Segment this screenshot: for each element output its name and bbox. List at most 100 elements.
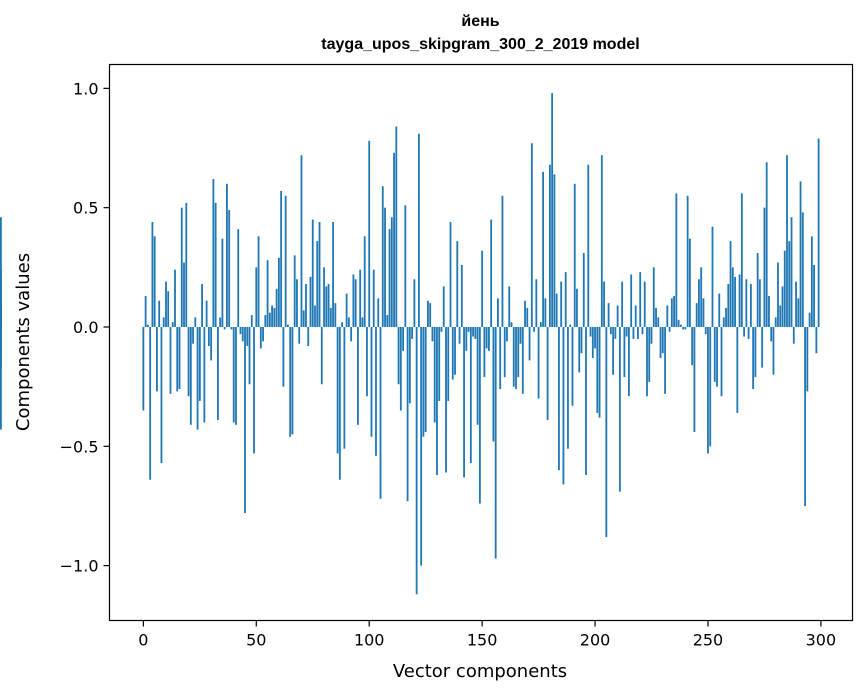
bar <box>363 236 366 327</box>
bar <box>740 193 743 327</box>
bar <box>296 279 298 327</box>
bar <box>808 312 811 327</box>
bar <box>510 322 513 327</box>
bar <box>585 326 587 475</box>
bar <box>316 241 319 327</box>
bar <box>153 236 156 327</box>
bar <box>210 326 213 361</box>
bar <box>388 229 391 327</box>
bar <box>366 326 368 397</box>
bar <box>801 212 804 327</box>
bar <box>526 307 529 327</box>
bar <box>707 326 709 454</box>
bar <box>704 326 707 335</box>
bar <box>517 326 520 378</box>
bar <box>379 326 382 499</box>
bar <box>427 300 429 327</box>
bar <box>273 307 276 327</box>
bar <box>763 207 766 327</box>
bar <box>0 322 2 327</box>
bar <box>359 269 362 327</box>
x-axis-ticks: 0 50 100 150 200 250 300 <box>138 620 837 650</box>
bar <box>553 174 556 327</box>
bar <box>271 305 274 327</box>
bar <box>666 305 669 327</box>
y-tick-label: −1.0 <box>60 557 99 576</box>
bar <box>688 238 691 327</box>
bar <box>639 272 642 327</box>
bar <box>718 293 721 327</box>
bar <box>151 221 154 327</box>
bar <box>548 164 551 327</box>
bar <box>395 126 398 327</box>
bar <box>546 326 549 421</box>
bar <box>632 326 635 339</box>
bar <box>747 326 750 339</box>
bar <box>806 326 809 392</box>
bar <box>214 202 217 327</box>
bar <box>417 133 420 327</box>
x-tick-label: 250 <box>693 631 724 650</box>
bar <box>756 253 759 327</box>
bar <box>492 326 495 442</box>
bar <box>571 326 574 406</box>
bar <box>781 286 784 327</box>
bar <box>560 281 563 327</box>
bar <box>253 326 255 454</box>
bar <box>515 326 517 390</box>
bar <box>774 317 777 327</box>
bar <box>393 152 395 327</box>
bar <box>562 326 565 485</box>
bar <box>564 272 567 327</box>
bar <box>207 326 210 347</box>
bar <box>569 324 572 327</box>
bar <box>160 326 163 464</box>
bar <box>255 267 258 327</box>
bar <box>275 288 278 327</box>
bar <box>311 219 314 327</box>
bar <box>670 298 673 327</box>
x-tick-label: 300 <box>806 631 837 650</box>
bar <box>506 326 508 342</box>
bar <box>239 326 242 335</box>
bar <box>347 317 350 327</box>
bar <box>237 229 240 327</box>
bar <box>262 326 264 342</box>
bar <box>768 295 770 327</box>
bar <box>567 326 569 449</box>
bar <box>372 269 375 327</box>
bar <box>618 326 621 492</box>
bar <box>551 93 554 327</box>
bar <box>700 267 703 327</box>
x-tick-label: 100 <box>354 631 385 650</box>
bar <box>519 326 522 344</box>
bar <box>162 317 165 327</box>
bar <box>156 326 158 392</box>
bar <box>343 326 346 449</box>
bar <box>711 226 714 327</box>
bar <box>709 326 712 447</box>
bar <box>289 326 292 437</box>
bar <box>465 326 468 351</box>
bar <box>598 326 601 418</box>
bar <box>185 202 188 327</box>
bar <box>277 257 280 327</box>
bar <box>454 326 456 375</box>
bar <box>754 326 757 378</box>
bar <box>476 326 479 425</box>
bar <box>189 326 192 425</box>
bar <box>679 324 682 327</box>
bar <box>797 298 800 327</box>
bar <box>573 183 576 327</box>
bar <box>734 276 736 327</box>
bar <box>614 326 617 339</box>
bar <box>235 326 237 425</box>
bar-series <box>0 93 820 595</box>
bar <box>761 326 764 368</box>
bar <box>429 303 432 327</box>
bar <box>630 274 633 327</box>
bar <box>300 155 303 327</box>
bar <box>219 317 222 327</box>
bar <box>198 326 201 401</box>
bar <box>438 326 441 401</box>
